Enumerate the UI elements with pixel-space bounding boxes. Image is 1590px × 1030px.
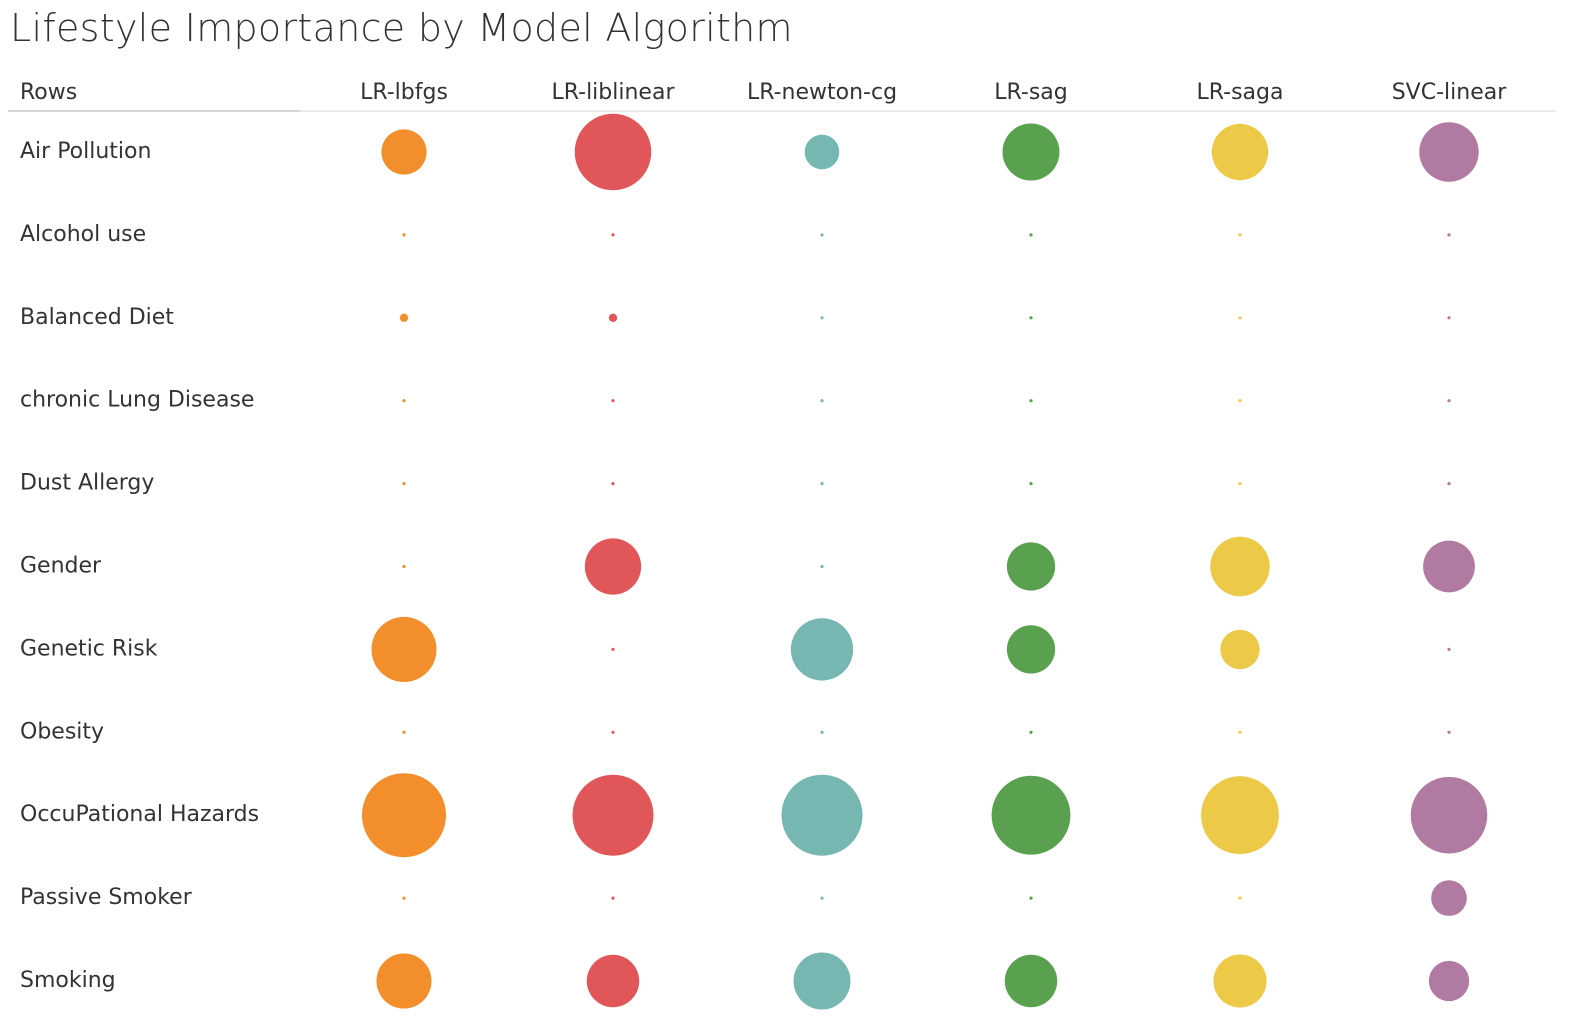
bubble-gender-lr-lbfgs bbox=[402, 564, 406, 569]
row-label-alcohol-use: Alcohol use bbox=[20, 222, 146, 247]
column-header-lr-liblinear: LR-liblinear bbox=[551, 80, 675, 105]
bubble-obesity-svc-linear bbox=[1447, 730, 1451, 734]
bubble-passive-smoker-lr-liblinear bbox=[611, 896, 615, 900]
bubble-chronic-lung-disease-lr-newton-cg bbox=[820, 399, 824, 403]
bubble-gender-lr-sag bbox=[1006, 542, 1056, 591]
bubble-occupational-hazards-lr-lbfgs bbox=[362, 773, 446, 858]
bubble-passive-smoker-svc-linear bbox=[1431, 880, 1467, 916]
bubble-obesity-lr-sag bbox=[1029, 730, 1033, 734]
column-header-svc-linear: SVC-linear bbox=[1392, 80, 1507, 105]
bubble-gender-lr-liblinear bbox=[584, 538, 642, 595]
bubble-chronic-lung-disease-lr-liblinear bbox=[611, 399, 615, 403]
row-label-smoking: Smoking bbox=[20, 968, 116, 993]
column-header-lr-sag: LR-sag bbox=[994, 80, 1068, 105]
bubble-occupational-hazards-lr-saga bbox=[1201, 776, 1279, 855]
row-label-balanced-diet: Balanced Diet bbox=[20, 305, 174, 330]
bubble-chronic-lung-disease-lr-sag bbox=[1029, 399, 1033, 403]
bubble-genetic-risk-lr-sag bbox=[1006, 625, 1056, 674]
bubble-dust-allergy-lr-newton-cg bbox=[820, 482, 824, 486]
bubble-alcohol-use-lr-lbfgs bbox=[402, 233, 406, 237]
bubble-smoking-lr-newton-cg bbox=[793, 952, 851, 1010]
bubble-smoking-svc-linear bbox=[1428, 960, 1470, 1002]
bubble-balanced-diet-svc-linear bbox=[1447, 316, 1451, 320]
bubble-smoking-lr-liblinear bbox=[586, 954, 640, 1008]
bubble-air-pollution-lr-sag bbox=[1002, 123, 1060, 181]
bubble-genetic-risk-lr-newton-cg bbox=[790, 618, 854, 681]
column-header-lr-newton-cg: LR-newton-cg bbox=[747, 80, 897, 105]
bubble-occupational-hazards-svc-linear bbox=[1410, 776, 1488, 854]
bubble-alcohol-use-lr-newton-cg bbox=[820, 233, 824, 237]
bubble-gender-lr-newton-cg bbox=[820, 564, 824, 569]
bubble-passive-smoker-lr-saga bbox=[1238, 896, 1242, 900]
bubble-dust-allergy-lr-liblinear bbox=[611, 482, 615, 486]
bubble-chronic-lung-disease-lr-lbfgs bbox=[402, 399, 406, 403]
bubble-balanced-diet-lr-saga bbox=[1238, 316, 1242, 320]
bubble-alcohol-use-lr-sag bbox=[1029, 233, 1033, 237]
bubble-alcohol-use-lr-liblinear bbox=[611, 233, 615, 237]
bubble-balanced-diet-lr-liblinear bbox=[608, 313, 618, 322]
row-label-genetic-risk: Genetic Risk bbox=[20, 636, 158, 661]
bubble-genetic-risk-lr-saga bbox=[1220, 629, 1260, 670]
bubble-genetic-risk-lr-lbfgs bbox=[371, 616, 437, 682]
bubble-occupational-hazards-lr-newton-cg bbox=[781, 774, 863, 856]
bubble-air-pollution-lr-saga bbox=[1211, 123, 1269, 181]
header-layer: Rows LR-lbfgs LR-liblinear LR-newton-cg LR-s… bbox=[8, 80, 1556, 112]
chart-title: Lifestyle Importance by Model Algorithm bbox=[10, 6, 793, 50]
bubble-dust-allergy-lr-lbfgs bbox=[402, 482, 406, 486]
bubble-occupational-hazards-lr-liblinear bbox=[572, 774, 654, 856]
row-label-air-pollution: Air Pollution bbox=[20, 139, 151, 164]
bubble-gender-lr-saga bbox=[1210, 536, 1270, 597]
bubble-passive-smoker-lr-sag bbox=[1029, 896, 1033, 900]
bubble-air-pollution-lr-newton-cg bbox=[804, 134, 840, 170]
row-label-dust-allergy: Dust Allergy bbox=[20, 471, 154, 496]
bubble-balanced-diet-lr-lbfgs bbox=[399, 313, 409, 322]
bubble-dust-allergy-lr-saga bbox=[1238, 482, 1242, 486]
row-labels-layer: Air Pollution Alcohol use Balanced Diet chr… bbox=[20, 139, 259, 993]
bubble-gender-svc-linear bbox=[1423, 540, 1475, 593]
column-header-lr-lbfgs: LR-lbfgs bbox=[360, 80, 448, 105]
bubbles-layer bbox=[362, 113, 1488, 1010]
row-label-chronic-lung-disease: chronic Lung Disease bbox=[20, 388, 254, 413]
rows-header: Rows bbox=[20, 80, 77, 105]
bubble-smoking-lr-saga bbox=[1213, 954, 1267, 1008]
bubble-genetic-risk-svc-linear bbox=[1447, 647, 1451, 652]
bubble-obesity-lr-saga bbox=[1238, 730, 1242, 734]
bubble-dust-allergy-svc-linear bbox=[1447, 482, 1451, 486]
bubble-alcohol-use-svc-linear bbox=[1447, 233, 1451, 237]
bubble-alcohol-use-lr-saga bbox=[1238, 233, 1242, 237]
bubble-smoking-lr-sag bbox=[1004, 954, 1058, 1008]
bubble-obesity-lr-newton-cg bbox=[820, 730, 824, 734]
bubble-passive-smoker-lr-newton-cg bbox=[820, 896, 824, 900]
row-label-gender: Gender bbox=[20, 554, 102, 579]
bubble-air-pollution-lr-lbfgs bbox=[381, 129, 427, 175]
bubble-balanced-diet-lr-newton-cg bbox=[820, 316, 824, 320]
bubble-smoking-lr-lbfgs bbox=[376, 953, 432, 1009]
bubble-passive-smoker-lr-lbfgs bbox=[402, 896, 406, 900]
bubble-air-pollution-lr-liblinear bbox=[574, 113, 652, 191]
bubble-balanced-diet-lr-sag bbox=[1029, 316, 1033, 320]
bubble-dust-allergy-lr-sag bbox=[1029, 482, 1033, 486]
column-header-lr-saga: LR-saga bbox=[1197, 80, 1284, 105]
bubble-obesity-lr-lbfgs bbox=[402, 730, 406, 734]
row-label-obesity: Obesity bbox=[20, 719, 104, 744]
bubble-genetic-risk-lr-liblinear bbox=[611, 647, 615, 652]
bubble-occupational-hazards-lr-sag bbox=[991, 775, 1071, 855]
row-label-passive-smoker: Passive Smoker bbox=[20, 885, 193, 910]
bubble-chronic-lung-disease-svc-linear bbox=[1447, 399, 1451, 403]
bubble-air-pollution-svc-linear bbox=[1419, 122, 1479, 182]
bubble-obesity-lr-liblinear bbox=[611, 730, 615, 734]
row-label-occupational-hazards: OccuPational Hazards bbox=[20, 802, 259, 827]
bubble-chronic-lung-disease-lr-saga bbox=[1238, 399, 1242, 403]
